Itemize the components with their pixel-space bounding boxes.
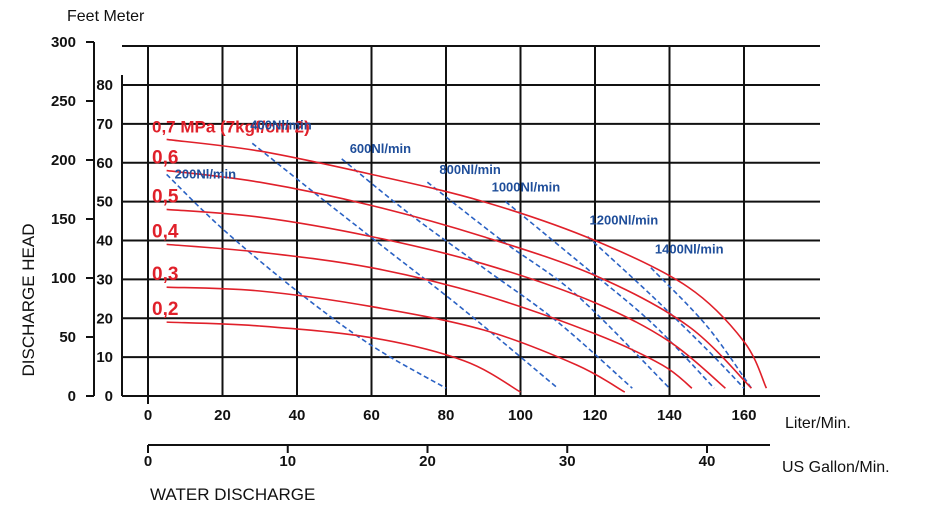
- pressure-label: 0,3: [152, 264, 178, 285]
- feet-tick-label: 150: [51, 211, 76, 228]
- air-curve: [650, 267, 753, 389]
- liter-tick-label: 60: [363, 407, 380, 424]
- air-label: 1000Nl/min: [492, 180, 561, 195]
- x-unit-gallon: US Gallon/Min.: [782, 459, 890, 476]
- air-label: 1200Nl/min: [590, 213, 659, 228]
- feet-tick-label: 0: [68, 388, 76, 405]
- air-curve: [251, 142, 559, 389]
- pressure-curve: [166, 243, 693, 389]
- meter-tick-label: 50: [96, 194, 113, 211]
- liter-tick-label: 20: [214, 407, 231, 424]
- pressure-curve: [166, 208, 726, 389]
- pressure-label: 0,4: [152, 221, 179, 242]
- x-axis-title: WATER DISCHARGE: [150, 485, 315, 504]
- feet-tick-label: 250: [51, 93, 76, 110]
- liter-tick-label: 120: [582, 407, 607, 424]
- pressure-label: 0,5: [152, 186, 179, 207]
- air-label: 200Nl/min: [175, 166, 236, 181]
- pressure-label: 0,7 MPa (7kgf/cm 2): [152, 117, 310, 136]
- meter-tick-label: 0: [105, 388, 113, 405]
- meter-tick-label: 70: [96, 116, 113, 133]
- air-consumption-curves: [166, 142, 753, 389]
- feet-axis: 0 50 100 150 200 250 300: [51, 34, 95, 405]
- liter-tick-label: 40: [289, 407, 306, 424]
- air-curve: [505, 201, 715, 389]
- pressure-curve: [166, 138, 768, 389]
- meter-tick-label: 60: [96, 155, 113, 172]
- meter-tick-label: 20: [96, 310, 113, 327]
- liter-tick-label: 160: [731, 407, 756, 424]
- meter-axis: 0 10 20 30 40 50 60 70 80: [96, 75, 123, 405]
- air-curve: [341, 158, 633, 389]
- feet-tick-label: 300: [51, 34, 76, 51]
- liter-tick-label: 80: [438, 407, 455, 424]
- y-axis-title: DISCHARGE HEAD: [19, 223, 38, 376]
- liter-tick-label: 100: [508, 407, 533, 424]
- feet-tick-label: 100: [51, 270, 76, 287]
- gallon-tick-label: 40: [699, 453, 716, 470]
- y-unit-header: Feet Meter: [67, 8, 145, 25]
- air-label: 1400Nl/min: [655, 242, 724, 257]
- meter-tick-label: 80: [96, 77, 113, 94]
- feet-tick-label: 50: [59, 329, 76, 346]
- x-unit-liter: Liter/Min.: [785, 415, 851, 432]
- pressure-curve: [166, 169, 752, 389]
- air-label: 800Nl/min: [439, 162, 500, 177]
- air-label: 600Nl/min: [350, 141, 411, 156]
- gallon-axis: 0 10 20 30 40: [144, 444, 770, 470]
- gallon-tick-label: 20: [419, 453, 436, 470]
- liter-axis: 0 20 40 60 80 100 120 140 160: [144, 396, 757, 424]
- pressure-label: 0,2: [152, 299, 178, 320]
- liter-tick-label: 0: [144, 407, 152, 424]
- liter-tick-label: 140: [657, 407, 682, 424]
- pressure-curves: [166, 138, 768, 393]
- meter-tick-label: 10: [96, 349, 113, 366]
- air-curve: [587, 236, 745, 389]
- gallon-tick-label: 30: [559, 453, 576, 470]
- series-labels: 0,7 MPa (7kgf/cm 2) 0,6 0,5 0,4 0,3 0,2 200Nl/…: [152, 117, 724, 320]
- pressure-label: 0,6: [152, 148, 178, 169]
- feet-tick-label: 200: [51, 152, 76, 169]
- meter-tick-label: 30: [96, 271, 113, 288]
- air-label: 400Nl/min: [250, 117, 311, 132]
- gallon-tick-label: 0: [144, 453, 152, 470]
- pressure-curve: [166, 321, 521, 393]
- gallon-tick-label: 10: [279, 453, 296, 470]
- pressure-curve: [166, 286, 626, 393]
- meter-tick-label: 40: [96, 233, 113, 250]
- grid: [122, 45, 820, 397]
- air-curve: [166, 173, 447, 389]
